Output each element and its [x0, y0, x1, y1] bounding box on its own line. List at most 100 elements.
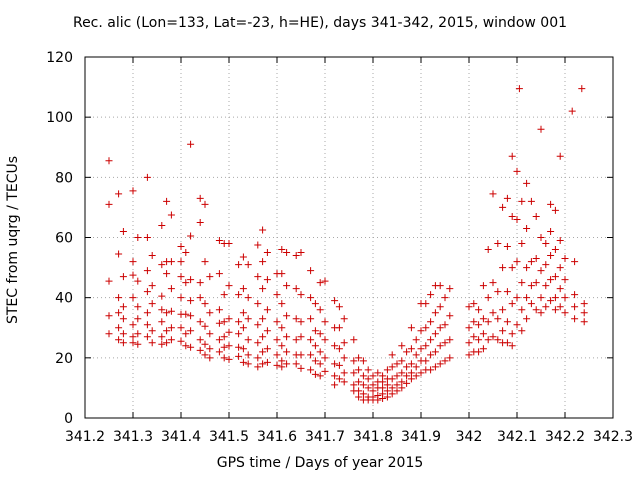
- data-point: [316, 360, 324, 368]
- data-point: [513, 294, 521, 302]
- data-point: [499, 327, 507, 335]
- data-point: [220, 354, 228, 362]
- data-point: [499, 306, 507, 314]
- data-point: [580, 300, 588, 308]
- data-point: [115, 250, 123, 258]
- y-axis-ticks: 0 20 40 60 80 100 120: [46, 50, 613, 427]
- data-point: [129, 271, 137, 279]
- data-point: [431, 348, 439, 356]
- data-point: [513, 258, 521, 266]
- data-point: [321, 318, 329, 326]
- data-point: [446, 312, 454, 320]
- data-point: [571, 303, 579, 311]
- data-point: [551, 246, 559, 254]
- data-point: [105, 157, 113, 165]
- data-point: [215, 306, 223, 314]
- data-point: [206, 354, 214, 362]
- data-point: [158, 306, 166, 314]
- data-point: [537, 234, 545, 241]
- data-point: [297, 364, 305, 372]
- data-point: [316, 348, 324, 356]
- data-point: [206, 309, 214, 317]
- data-point: [532, 255, 540, 263]
- data-point: [273, 291, 281, 299]
- data-point: [515, 85, 523, 93]
- x-axis-label: GPS time / Days of year 2015: [216, 455, 424, 471]
- data-point: [527, 300, 535, 308]
- data-point: [244, 351, 252, 359]
- data-point: [297, 318, 305, 326]
- data-point: [441, 321, 449, 329]
- data-point: [316, 330, 324, 338]
- data-point: [129, 187, 137, 195]
- data-point: [143, 333, 151, 341]
- data-point: [143, 288, 151, 296]
- data-point: [307, 294, 315, 302]
- data-point: [177, 243, 185, 251]
- data-point: [254, 321, 262, 329]
- data-point: [283, 312, 291, 320]
- data-point: [340, 369, 348, 377]
- data-point: [475, 321, 483, 329]
- data-point: [143, 267, 151, 275]
- data-point: [556, 152, 564, 160]
- data-point: [513, 167, 521, 175]
- data-point: [129, 333, 137, 341]
- data-point: [398, 369, 406, 377]
- data-point: [225, 355, 233, 363]
- x-tick-label: 341.6: [257, 429, 297, 445]
- data-point: [263, 345, 271, 353]
- data-point: [244, 294, 252, 302]
- data-point: [263, 358, 271, 366]
- data-point: [167, 211, 175, 219]
- data-point: [335, 361, 343, 369]
- data-point: [364, 375, 372, 383]
- data-point: [254, 273, 262, 281]
- data-point: [470, 318, 478, 326]
- data-point: [427, 366, 435, 374]
- data-point: [311, 342, 319, 350]
- data-point: [369, 381, 377, 389]
- x-tick-label: 341.5: [209, 429, 249, 445]
- data-point: [307, 315, 315, 323]
- data-point: [403, 363, 411, 371]
- data-point: [441, 294, 449, 302]
- data-point: [254, 300, 262, 308]
- data-point: [350, 381, 358, 389]
- data-point: [182, 310, 190, 318]
- data-point: [532, 279, 540, 287]
- data-point: [196, 218, 204, 226]
- data-point: [215, 270, 223, 278]
- data-point: [470, 300, 478, 308]
- data-point: [259, 226, 267, 234]
- data-point: [311, 370, 319, 378]
- data-point: [220, 291, 228, 299]
- data-point: [239, 345, 247, 353]
- data-point: [398, 378, 406, 386]
- data-point: [331, 342, 339, 350]
- data-point: [119, 303, 127, 311]
- data-point: [340, 354, 348, 362]
- data-point: [167, 258, 175, 266]
- data-point: [331, 372, 339, 380]
- data-point: [163, 327, 171, 335]
- data-point: [215, 237, 223, 245]
- data-point: [259, 258, 267, 266]
- data-point: [148, 252, 156, 260]
- data-point: [201, 322, 209, 330]
- data-point: [561, 309, 569, 317]
- data-point: [499, 264, 507, 272]
- plot-frame: [84, 56, 614, 419]
- data-point: [115, 336, 123, 344]
- x-tick-label: 341.3: [113, 429, 153, 445]
- data-point: [542, 261, 550, 269]
- data-point: [523, 179, 531, 187]
- data-point: [494, 336, 502, 344]
- data-point: [201, 200, 209, 208]
- x-tick-label: 341.7: [305, 429, 345, 445]
- data-point: [167, 285, 175, 293]
- data-point: [239, 324, 247, 332]
- data-point: [537, 294, 545, 302]
- data-point: [158, 292, 166, 300]
- data-point: [441, 339, 449, 347]
